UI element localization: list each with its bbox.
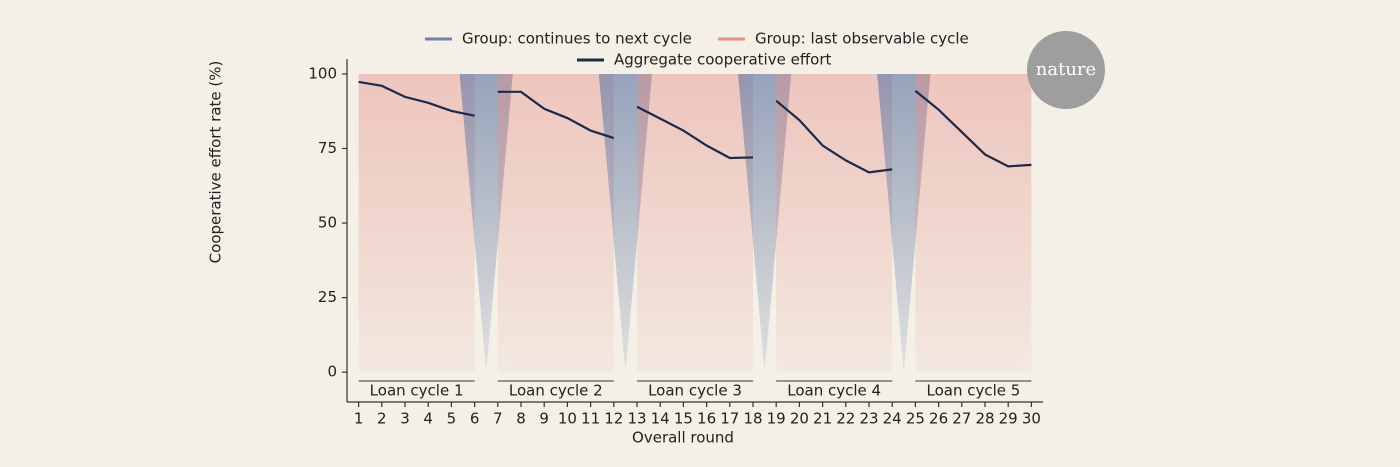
x-tick-label: 9 bbox=[539, 410, 549, 428]
cycle-label: Loan cycle 2 bbox=[509, 382, 603, 400]
x-tick-label: 4 bbox=[423, 410, 433, 428]
x-tick-label: 23 bbox=[859, 410, 878, 428]
aggregate-line bbox=[775, 99, 893, 174]
legend-label: Group: last observable cycle bbox=[755, 30, 969, 48]
x-tick-label: 11 bbox=[581, 410, 600, 428]
cycle-label: Loan cycle 1 bbox=[370, 382, 464, 400]
x-tick-label: 21 bbox=[813, 410, 832, 428]
x-tick-label: 13 bbox=[627, 410, 646, 428]
y-tick-label: 50 bbox=[318, 214, 337, 232]
aggregate-line bbox=[358, 80, 475, 117]
texture-red bbox=[497, 74, 614, 372]
x-tick-label: 25 bbox=[906, 410, 925, 428]
aggregate-line bbox=[914, 90, 1032, 168]
x-tick-label: 8 bbox=[516, 410, 526, 428]
texture-red bbox=[358, 74, 475, 372]
x-tick-label: 20 bbox=[790, 410, 809, 428]
legend-label: Aggregate cooperative effort bbox=[614, 51, 832, 69]
y-axis-label: Cooperative effort rate (%) bbox=[207, 61, 225, 264]
logo-circle bbox=[1027, 31, 1105, 109]
x-tick-label: 12 bbox=[604, 410, 623, 428]
y-tick-label: 0 bbox=[327, 363, 337, 381]
x-tick-label: 29 bbox=[999, 410, 1018, 428]
texture-red bbox=[776, 74, 893, 372]
aggregate-line bbox=[636, 105, 754, 160]
x-tick-label: 16 bbox=[697, 410, 716, 428]
logo: nature bbox=[1036, 59, 1096, 80]
x-tick-label: 3 bbox=[400, 410, 410, 428]
aggregate-line bbox=[497, 90, 615, 140]
cycle-label: Loan cycle 3 bbox=[648, 382, 742, 400]
legend-label: Group: continues to next cycle bbox=[462, 30, 692, 48]
y-tick-label: 75 bbox=[318, 139, 337, 157]
y-tick-label: 100 bbox=[308, 64, 337, 82]
background-texture bbox=[358, 74, 1032, 372]
x-tick-label: 2 bbox=[377, 410, 387, 428]
x-tick-label: 10 bbox=[558, 410, 577, 428]
x-tick-label: 5 bbox=[447, 410, 457, 428]
x-tick-label: 27 bbox=[952, 410, 971, 428]
x-tick-label: 18 bbox=[743, 410, 762, 428]
x-tick-label: 17 bbox=[720, 410, 739, 428]
cycle-label: Loan cycle 5 bbox=[926, 382, 1020, 400]
texture-red bbox=[915, 74, 1032, 372]
x-tick-label: 7 bbox=[493, 410, 503, 428]
x-tick-label: 26 bbox=[929, 410, 948, 428]
x-tick-label: 1 bbox=[354, 410, 364, 428]
texture-red bbox=[637, 74, 753, 372]
x-tick-label: 19 bbox=[767, 410, 786, 428]
x-tick-label: 15 bbox=[674, 410, 693, 428]
x-tick-label: 14 bbox=[651, 410, 670, 428]
x-tick-label: 28 bbox=[975, 410, 994, 428]
cycle-label: Loan cycle 4 bbox=[787, 382, 881, 400]
x-axis-label: Overall round bbox=[632, 429, 734, 447]
x-tick-label: 22 bbox=[836, 410, 855, 428]
y-tick-label: 25 bbox=[318, 288, 337, 306]
x-tick-label: 24 bbox=[883, 410, 902, 428]
x-tick-label: 6 bbox=[470, 410, 480, 428]
x-tick-label: 30 bbox=[1022, 410, 1041, 428]
